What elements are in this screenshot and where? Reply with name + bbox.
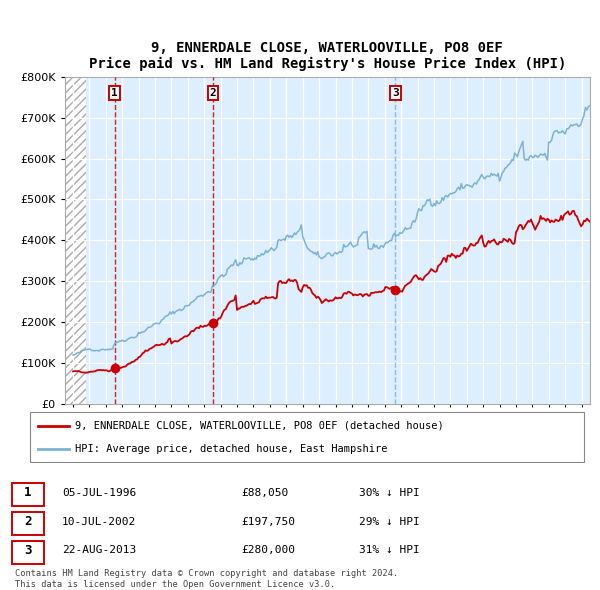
Title: 9, ENNERDALE CLOSE, WATERLOOVILLE, PO8 0EF
Price paid vs. HM Land Registry's Hou: 9, ENNERDALE CLOSE, WATERLOOVILLE, PO8 0… [89,41,566,71]
FancyBboxPatch shape [12,483,44,506]
Text: Contains HM Land Registry data © Crown copyright and database right 2024.
This d: Contains HM Land Registry data © Crown c… [15,569,398,589]
Text: 22-AUG-2013: 22-AUG-2013 [62,546,136,555]
Text: 3: 3 [24,544,32,557]
Text: 05-JUL-1996: 05-JUL-1996 [62,488,136,497]
Text: 3: 3 [392,88,398,98]
FancyBboxPatch shape [30,412,584,462]
Text: 29% ↓ HPI: 29% ↓ HPI [359,517,419,526]
Text: 31% ↓ HPI: 31% ↓ HPI [359,546,419,555]
FancyBboxPatch shape [12,512,44,535]
Text: HPI: Average price, detached house, East Hampshire: HPI: Average price, detached house, East… [74,444,387,454]
Text: 2: 2 [24,515,32,528]
Text: 1: 1 [111,88,118,98]
Text: 10-JUL-2002: 10-JUL-2002 [62,517,136,526]
Text: 30% ↓ HPI: 30% ↓ HPI [359,488,419,497]
Text: £280,000: £280,000 [241,546,295,555]
Text: 1: 1 [24,486,32,499]
Text: 2: 2 [209,88,217,98]
Bar [65,77,86,404]
FancyBboxPatch shape [12,541,44,564]
Text: £88,050: £88,050 [241,488,289,497]
Text: £197,750: £197,750 [241,517,295,526]
Text: 9, ENNERDALE CLOSE, WATERLOOVILLE, PO8 0EF (detached house): 9, ENNERDALE CLOSE, WATERLOOVILLE, PO8 0… [74,421,443,431]
